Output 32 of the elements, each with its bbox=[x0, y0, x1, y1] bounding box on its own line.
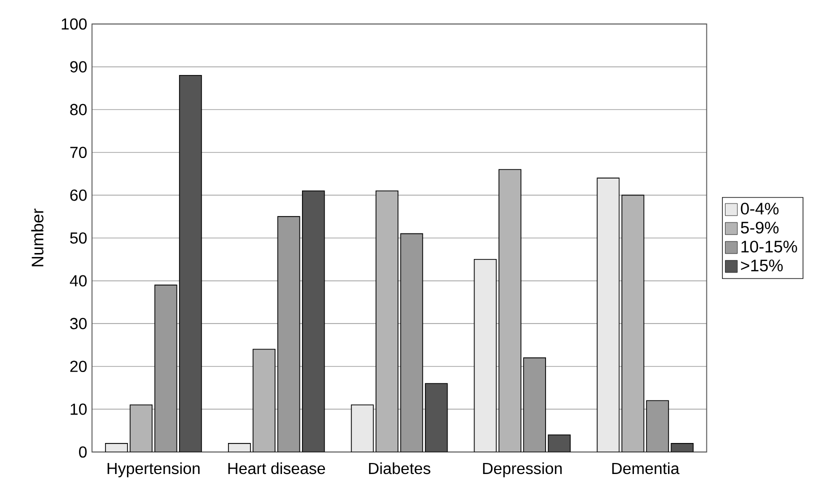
y-axis-title: Number bbox=[31, 208, 44, 266]
y-tick-label: 20 bbox=[70, 360, 87, 372]
y-tick-label: 60 bbox=[70, 190, 87, 201]
y-tick-label: 100 bbox=[62, 18, 87, 30]
x-tick-label: Hypertension bbox=[108, 462, 200, 478]
x-tick-label: Depression bbox=[483, 462, 562, 478]
x-tick-label: Diabetes bbox=[369, 462, 430, 474]
bar bbox=[252, 348, 276, 452]
bar bbox=[474, 258, 497, 452]
bar bbox=[154, 284, 178, 452]
bar bbox=[400, 233, 424, 452]
bar bbox=[498, 169, 522, 452]
y-tick-label: 30 bbox=[70, 318, 87, 330]
legend-label: 5-9% bbox=[740, 222, 779, 234]
bar bbox=[596, 178, 620, 452]
x-tick-label: Dementia bbox=[612, 462, 680, 474]
bar bbox=[621, 194, 644, 452]
y-tick-label: 80 bbox=[70, 104, 87, 116]
y-tick-label: 50 bbox=[70, 232, 87, 244]
y-tick-label: 40 bbox=[70, 275, 87, 286]
y-tick-label: 0 bbox=[79, 446, 87, 458]
legend-label: >15% bbox=[741, 260, 783, 272]
y-tick-label: 70 bbox=[70, 146, 87, 158]
y-tick-label: 10 bbox=[70, 404, 87, 415]
x-tick-label: Heart disease bbox=[228, 462, 326, 474]
bar bbox=[350, 404, 374, 452]
bar bbox=[130, 404, 153, 452]
legend-label: 10-15% bbox=[742, 240, 798, 252]
bar bbox=[376, 190, 398, 452]
bar bbox=[277, 216, 300, 452]
y-tick-label: 90 bbox=[70, 61, 87, 72]
legend-label: 0-4% bbox=[740, 202, 779, 215]
